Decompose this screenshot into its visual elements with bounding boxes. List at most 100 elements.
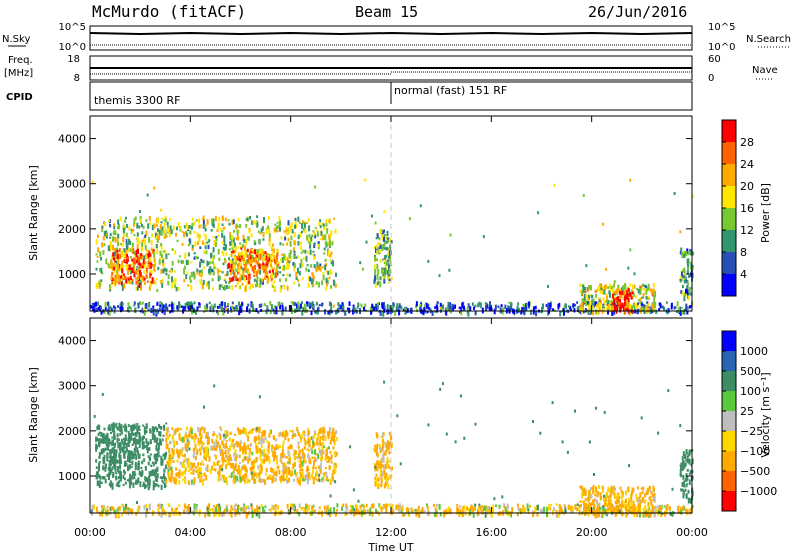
echo-cell (312, 467, 315, 474)
echo-cell (327, 270, 330, 275)
echo-cell (120, 438, 123, 443)
echo-cell (633, 503, 636, 510)
echo-cell (123, 455, 126, 460)
echo-cell (275, 268, 278, 274)
echo-cell (416, 512, 419, 516)
echo-cell (384, 272, 387, 275)
echo-cell (183, 265, 186, 270)
echo-cell (534, 305, 537, 310)
echo-cell (198, 218, 200, 224)
echo-cell (298, 479, 301, 485)
echo-cell (202, 259, 205, 264)
echo-cell (156, 289, 159, 292)
echo-cell (208, 456, 211, 462)
echo-cell (419, 303, 422, 307)
echo-cell (114, 236, 117, 243)
echo-cell (114, 254, 117, 260)
echo-cell (311, 234, 314, 238)
echo-cell (142, 453, 145, 457)
echo-cell (114, 306, 117, 310)
echo-cell (152, 484, 155, 491)
echo-cell (607, 299, 610, 305)
echo-cell (148, 457, 151, 460)
echo-cell (146, 510, 149, 513)
echo-cell (356, 509, 359, 514)
echo-cell (623, 301, 626, 306)
echo-cell (132, 427, 135, 431)
echo-cell (613, 305, 616, 312)
echo-cell (128, 433, 131, 438)
echo-cell (252, 428, 255, 431)
echo-cell (136, 222, 139, 229)
echo-cell (609, 283, 612, 289)
echo-cell (297, 431, 300, 437)
echo-cell (229, 241, 232, 246)
echo-cell (427, 303, 430, 308)
echo-cell (489, 301, 491, 307)
echo-cell (679, 310, 682, 316)
echo-cell (185, 232, 188, 237)
echo-cell (170, 269, 173, 274)
echo-cell (267, 309, 270, 312)
echo-cell (306, 264, 309, 267)
echo-cell (580, 290, 583, 296)
echo-cell (178, 456, 181, 459)
echo-cell (148, 259, 151, 265)
echo-cell (471, 302, 474, 306)
echo-cell (410, 507, 413, 513)
echo-cell (391, 306, 394, 310)
echo-cell (555, 509, 558, 513)
echo-cell (626, 302, 629, 306)
echo-cell (137, 432, 140, 435)
echo-cell (218, 275, 221, 281)
echo-cell (385, 461, 388, 464)
echo-cell (235, 455, 237, 462)
echo-cell (273, 254, 276, 259)
y-tick-label: 2000 (58, 223, 86, 236)
echo-cell (137, 278, 140, 284)
freq-label-line1: Freq. (8, 55, 33, 66)
echo-cell (299, 434, 301, 438)
echo-cell (422, 310, 425, 316)
echo-cell (302, 507, 305, 510)
echo-cell (128, 437, 131, 444)
echo-cell (231, 443, 234, 448)
echo-cell (524, 307, 527, 311)
echo-cell (372, 503, 375, 509)
echo-cell (309, 243, 312, 249)
echo-cell (256, 426, 259, 432)
echo-cell (237, 464, 240, 471)
echo-cell (652, 485, 655, 491)
echo-cell (305, 503, 308, 506)
echo-cell (150, 239, 153, 246)
echo-cell (145, 274, 148, 279)
echo-cell (112, 440, 114, 446)
echo-cell (221, 449, 224, 454)
echo-cell (206, 447, 208, 454)
echo-cell (138, 425, 141, 428)
echo-cell (322, 266, 324, 269)
echo-cell (227, 450, 230, 453)
echo-cell (134, 251, 137, 255)
echo-cell (226, 456, 229, 461)
echo-cell (378, 237, 381, 241)
echo-cell (138, 432, 141, 439)
echo-cell (188, 238, 191, 243)
echo-cell (172, 460, 175, 464)
echo-cell (259, 253, 262, 260)
echo-cell (205, 434, 207, 439)
echo-cell (260, 440, 263, 446)
echo-cell (152, 308, 154, 312)
echo-cell (239, 224, 242, 228)
echo-cell (317, 465, 320, 469)
echo-cell (683, 480, 686, 483)
echo-cell (146, 280, 149, 283)
echo-cell (608, 498, 611, 505)
echo-cell (680, 466, 683, 469)
echo-cell (574, 409, 576, 413)
echo-cell (377, 242, 380, 246)
echo-cell (321, 222, 324, 226)
echo-cell (143, 426, 146, 433)
echo-cell (167, 467, 170, 473)
echo-cell (322, 274, 325, 281)
